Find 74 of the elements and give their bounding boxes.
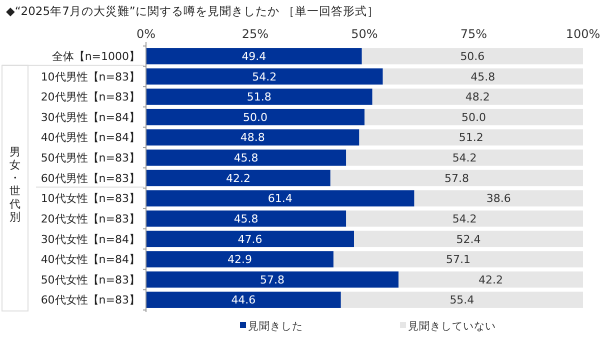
- bar: [146, 88, 372, 105]
- data-label: 44.6: [231, 294, 256, 307]
- data-label: 51.2: [458, 131, 484, 144]
- bar: [146, 271, 399, 288]
- bar: [346, 210, 583, 227]
- data-label: 49.4: [242, 50, 266, 64]
- data-label: 42.2: [478, 273, 504, 286]
- bar: [382, 68, 583, 85]
- data-label: 61.4: [268, 192, 292, 206]
- data-label: 47.6: [238, 232, 262, 246]
- data-label: 55.4: [450, 294, 474, 307]
- bar: [372, 88, 583, 105]
- bar: [146, 210, 346, 227]
- legend-label: 見聞きした: [248, 320, 303, 333]
- data-label: 50.0: [243, 110, 268, 124]
- bar: [146, 292, 341, 308]
- bar: [146, 251, 334, 268]
- data-label: 57.1: [446, 253, 470, 266]
- bar: [340, 292, 583, 308]
- y-tick-label: 全体【n=1000】: [52, 50, 140, 64]
- y-tick-label: 10代男性【n=83】: [40, 70, 140, 84]
- y-tick-label: 20代男性【n=83】: [40, 90, 140, 104]
- y-tick-label: 40代女性【n=84】: [40, 253, 140, 266]
- data-label: 50.0: [462, 110, 486, 124]
- legend-label: 見聞きしていない: [408, 320, 496, 333]
- bar: [330, 170, 583, 186]
- y-tick-label: 60代女性【n=83】: [40, 294, 140, 307]
- y-tick-label: 60代男性【n=83】: [40, 172, 140, 185]
- bar: [414, 190, 583, 206]
- bar: [354, 230, 583, 248]
- chart-title: ◆“2025年7月の大災難”に関する噂を見聞きしたか ［単一回答形式］: [6, 4, 379, 18]
- data-label: 57.8: [444, 172, 469, 185]
- data-label: 48.8: [240, 131, 265, 144]
- data-label: 54.2: [452, 152, 477, 165]
- data-label: 50.6: [460, 50, 485, 64]
- data-label: 38.6: [486, 192, 511, 206]
- bar: [364, 108, 583, 126]
- bar: [146, 68, 383, 85]
- bar: [362, 48, 583, 64]
- bar: [398, 271, 583, 288]
- x-tick-label: 50%: [351, 27, 378, 41]
- data-label: 45.8: [234, 152, 258, 165]
- x-tick-label: 0%: [136, 27, 156, 41]
- data-label: 52.4: [456, 232, 481, 246]
- x-tick-label: 75%: [460, 27, 488, 41]
- bar: [146, 48, 362, 64]
- data-label: 51.8: [246, 90, 272, 104]
- data-label: 57.8: [260, 273, 285, 286]
- bar: [146, 108, 364, 126]
- bar: [346, 150, 583, 166]
- y-tick-label: 50代女性【n=83】: [40, 273, 140, 286]
- bar: [146, 190, 414, 206]
- bar: [146, 129, 360, 146]
- y-tick-label: 30代女性【n=84】: [40, 232, 140, 246]
- x-tick-label: 25%: [242, 27, 269, 41]
- x-tick-label: 100%: [566, 27, 600, 41]
- y-tick-label: 20代女性【n=83】: [40, 212, 140, 226]
- bar: [146, 170, 330, 186]
- y-tick-label: 50代男性【n=83】: [40, 152, 140, 165]
- y-tick-label: 10代女性【n=83】: [40, 192, 140, 206]
- bar: [333, 251, 583, 268]
- y-tick-label: 40代男性【n=84】: [40, 131, 140, 144]
- bar: [146, 230, 354, 248]
- data-label: 42.2: [226, 172, 250, 185]
- data-label: 45.8: [470, 70, 496, 84]
- data-label: 54.2: [252, 70, 277, 84]
- text: 男女・世代別: [8, 146, 20, 224]
- bar: [359, 129, 583, 146]
- data-label: 45.8: [234, 212, 258, 226]
- data-label: 42.9: [227, 253, 252, 266]
- data-label: 48.2: [465, 90, 490, 104]
- data-label: 54.2: [452, 212, 477, 226]
- y-tick-label: 30代男性【n=84】: [40, 110, 140, 124]
- bar: [146, 150, 346, 166]
